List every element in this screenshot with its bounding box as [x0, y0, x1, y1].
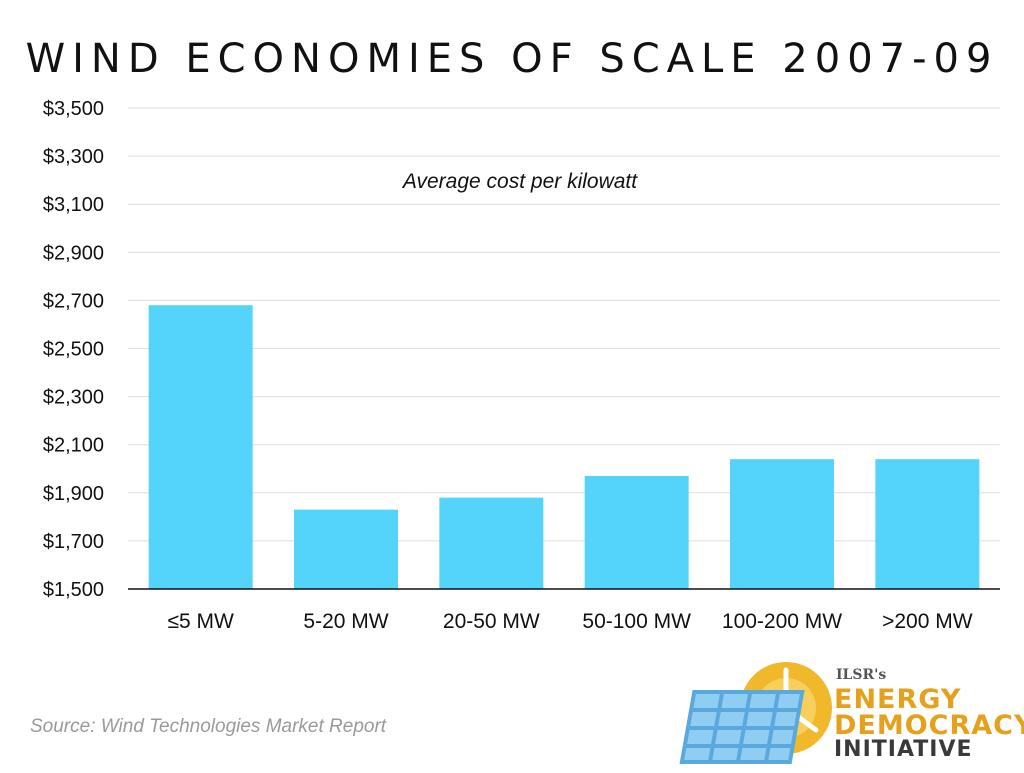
source-note: Source: Wind Technologies Market Report: [30, 716, 387, 737]
x-tick-label: 20-50 MW: [443, 610, 540, 633]
chart-title: WIND ECONOMIES OF SCALE 2007-09: [25, 36, 999, 82]
y-tick-label: $2,700: [43, 290, 104, 312]
y-tick-label: $3,100: [43, 194, 104, 216]
y-tick-label: $3,300: [43, 146, 104, 168]
y-tick-label: $2,300: [43, 387, 104, 409]
bar: [294, 509, 398, 589]
x-tick-label: ≤5 MW: [167, 610, 234, 633]
y-tick-label: $1,700: [43, 531, 104, 553]
grid-lines: [128, 107, 1000, 542]
y-tick-label: $1,900: [43, 483, 104, 505]
logo-line2: DEMOCRACY: [834, 710, 1024, 741]
x-tick-label: >200 MW: [882, 610, 973, 633]
bar: [730, 459, 834, 589]
energy-democracy-logo: ILSR's ENERGY DEMOCRACY INITIATIVE: [676, 656, 1024, 768]
x-tick-label: 5-20 MW: [303, 610, 388, 633]
y-tick-label: $2,900: [43, 242, 104, 264]
bar: [875, 459, 980, 589]
y-axis-ticks: $1,500 $1,700 $1,900 $2,100 $2,300 $2,500 $2,7…: [43, 98, 104, 601]
x-tick-label: 50-100 MW: [582, 610, 691, 633]
y-tick-label: $1,500: [43, 579, 104, 601]
logo-line3: INITIATIVE: [834, 737, 973, 762]
logo-graphic-icon: [679, 662, 832, 764]
chart-annotation: Average cost per kilowatt: [401, 170, 638, 193]
y-tick-label: $2,100: [43, 435, 104, 457]
x-axis-ticks: ≤5 MW 5-20 MW 20-50 MW 50-100 MW 100-200 MW >…: [167, 610, 972, 633]
bars: [148, 305, 980, 589]
logo-line1: ENERGY: [834, 684, 962, 715]
bar-chart: $1,500 $1,700 $1,900 $2,100 $2,300 $2,500 $2,7…: [43, 98, 1000, 633]
x-tick-label: 100-200 MW: [722, 610, 842, 633]
bar: [584, 475, 689, 589]
bar: [439, 497, 544, 589]
logo-org: ILSR's: [836, 667, 887, 683]
y-tick-label: $2,500: [43, 339, 104, 361]
y-tick-label: $3,500: [43, 98, 104, 120]
bar: [148, 305, 253, 589]
